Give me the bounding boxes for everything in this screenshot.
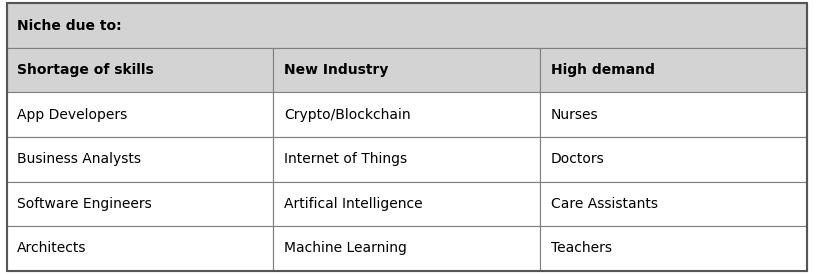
- Text: Doctors: Doctors: [550, 152, 604, 166]
- Text: Shortage of skills: Shortage of skills: [17, 63, 154, 77]
- Text: Machine Learning: Machine Learning: [284, 241, 407, 255]
- Text: New Industry: New Industry: [284, 63, 388, 77]
- Text: Care Assistants: Care Assistants: [550, 197, 658, 211]
- Bar: [7, 92, 274, 137]
- Text: Software Engineers: Software Engineers: [17, 197, 152, 211]
- Bar: [7, 137, 274, 182]
- Text: Artifical Intelligence: Artifical Intelligence: [284, 197, 422, 211]
- Text: Nurses: Nurses: [550, 108, 598, 122]
- Bar: [540, 182, 807, 226]
- Bar: [540, 226, 807, 271]
- Text: Crypto/Blockchain: Crypto/Blockchain: [284, 108, 410, 122]
- Bar: [274, 226, 540, 271]
- Bar: [540, 48, 807, 92]
- Text: Business Analysts: Business Analysts: [17, 152, 141, 166]
- Text: High demand: High demand: [550, 63, 654, 77]
- Bar: [274, 48, 540, 92]
- Text: Internet of Things: Internet of Things: [284, 152, 407, 166]
- Bar: [7, 48, 274, 92]
- Bar: [7, 182, 274, 226]
- Bar: [274, 137, 540, 182]
- Text: Niche due to:: Niche due to:: [17, 19, 122, 33]
- Bar: [540, 137, 807, 182]
- Text: Architects: Architects: [17, 241, 86, 255]
- Bar: [7, 3, 807, 48]
- Text: Teachers: Teachers: [550, 241, 611, 255]
- Bar: [540, 92, 807, 137]
- Text: App Developers: App Developers: [17, 108, 127, 122]
- Bar: [274, 182, 540, 226]
- Bar: [7, 226, 274, 271]
- Bar: [274, 92, 540, 137]
